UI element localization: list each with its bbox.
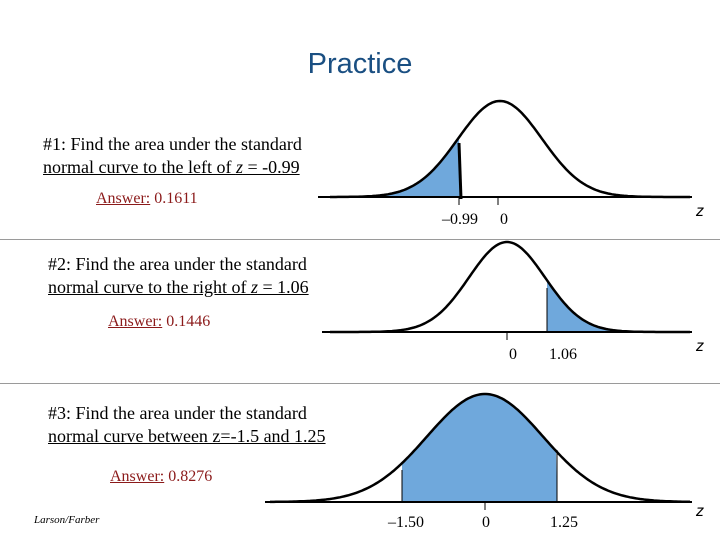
curve-3-group: –1.50 0 1.25 z [265, 392, 704, 531]
problem-3-line-1: #3: Find the area under the standard [48, 403, 307, 423]
curve-2-bell [330, 240, 690, 334]
curve-3-tick-label-b: 0 [482, 514, 490, 531]
problem-1-direction: left [187, 157, 212, 177]
curve-1-axis-label: z [695, 203, 704, 220]
problem-2-var: z [250, 277, 258, 297]
problem-3-text: #3: Find the area under the standard nor… [48, 402, 326, 448]
curve-3-axis-label: z [695, 503, 704, 520]
problem-2-text: #2: Find the area under the standard nor… [48, 253, 309, 299]
answer-value: 0.1611 [154, 190, 198, 207]
curve-2-group: 0 1.06 z [322, 240, 704, 363]
curve-2-axis-label: z [695, 338, 704, 355]
problem-1-text: #1: Find the area under the standard nor… [43, 133, 302, 179]
curve-1-shaded-area [345, 137, 460, 197]
problem-2-answer: Answer: 0.1446 [108, 313, 210, 331]
curve-1-cutoff-line [457, 142, 463, 200]
problem-2-line-2: normal curve to the right of z = 1.06 [48, 277, 309, 297]
curve-2-tick-label-b: 1.06 [549, 346, 577, 363]
curve-3-tick-label-a: –1.50 [387, 514, 424, 531]
divider-1 [0, 239, 720, 240]
curve-3-shaded-area [402, 394, 557, 502]
slide-title: Practice [307, 48, 413, 80]
divider-2 [0, 383, 720, 384]
answer-value: 0.8276 [168, 468, 213, 485]
curve-1-tick-label-a: –0.99 [441, 211, 478, 228]
problem-1-answer: Answer: 0.1611 [96, 190, 198, 208]
problem-2-direction: right [192, 277, 227, 297]
curve-3-bell [270, 392, 690, 504]
problem-3-answer: Answer: 0.8276 [110, 468, 212, 486]
problem-1-line-2: normal curve to the left of z = -0.99 [43, 157, 300, 177]
footer-credit: Larson/Farber [34, 514, 100, 526]
curve-1-group: –0.99 0 z [318, 99, 704, 228]
answer-value: 0.1446 [166, 313, 211, 330]
problem-3-line-2: normal curve between z=-1.5 and 1.25 [48, 426, 326, 446]
problem-2-line-1: #2: Find the area under the standard [48, 254, 307, 274]
curve-2-tick-label-a: 0 [509, 346, 517, 363]
problem-3-direction: between z=-1.5 and 1.25 [147, 426, 326, 446]
curve-3-tick-label-c: 1.25 [550, 514, 578, 531]
problem-1-line-1: #1: Find the area under the standard [43, 134, 302, 154]
curve-1-tick-label-b: 0 [500, 211, 508, 228]
problem-1-var: z [235, 157, 243, 177]
answer-label: Answer: [108, 313, 163, 330]
answer-label: Answer: [110, 468, 165, 485]
answer-label: Answer: [96, 190, 151, 207]
curve-1-bell [330, 99, 690, 199]
